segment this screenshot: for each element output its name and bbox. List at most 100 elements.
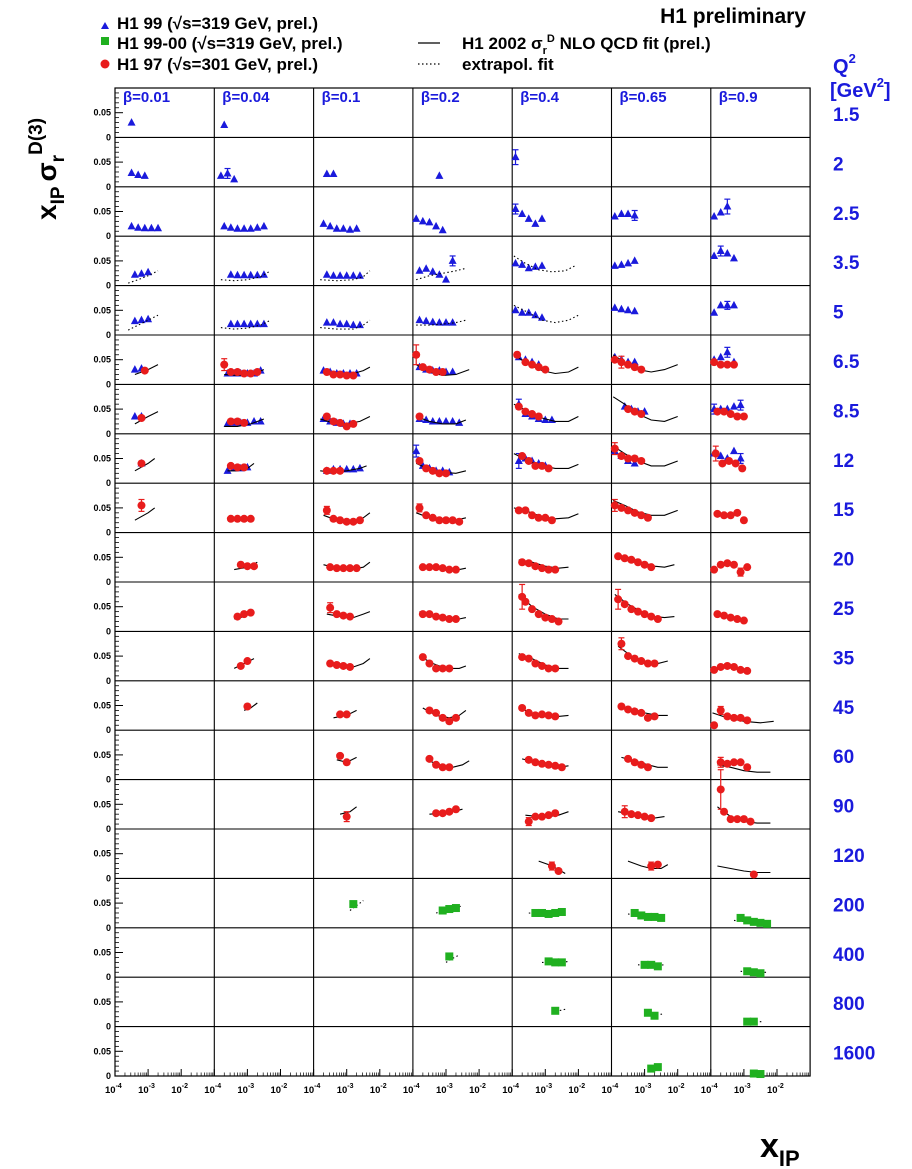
h1-97-point xyxy=(733,615,742,624)
h1-99-point xyxy=(448,416,457,425)
h1-97-point xyxy=(220,360,229,369)
h1-99-point xyxy=(140,171,149,179)
h1-97-point xyxy=(610,355,619,364)
h1-97-point xyxy=(743,666,752,675)
h1-97-point xyxy=(733,508,742,517)
h1-99-point xyxy=(630,256,639,264)
h1-9900-point xyxy=(445,952,454,961)
extrapolated-fit-curve xyxy=(128,270,159,284)
h1-97-point xyxy=(329,417,338,426)
q2-label: 45 xyxy=(833,698,855,719)
h1-99-point xyxy=(630,458,639,467)
h1-97-point xyxy=(624,705,633,714)
h1-9900-point xyxy=(557,907,566,916)
h1-97-point xyxy=(240,418,249,427)
h1-99-point xyxy=(630,357,639,366)
h1-97-point xyxy=(557,763,566,772)
h1-9900-point xyxy=(637,911,646,920)
legend-label-h1-9900: H1 99-00 (√s=319 GeV, prel.) xyxy=(117,34,343,53)
h1-99-point xyxy=(226,319,235,328)
y-tick-label: 0.05 xyxy=(93,948,111,958)
h1-97-point xyxy=(524,456,533,465)
x-tick-label: 10-2 xyxy=(171,1083,188,1096)
h1-97-point xyxy=(332,564,341,573)
x-tick-label: 10-4 xyxy=(204,1083,221,1096)
extrapolated-fit-curve xyxy=(743,1020,764,1023)
extrapolated-fit-curve xyxy=(220,270,271,282)
h1-97-point xyxy=(418,610,427,619)
h1-97-point xyxy=(637,760,646,769)
h1-97-point xyxy=(610,501,619,510)
h1-97-point xyxy=(637,708,646,717)
h1-97-point xyxy=(637,365,646,374)
h1-99-point xyxy=(610,211,619,220)
h1-99-point xyxy=(127,118,136,126)
y-tick-label: 0 xyxy=(106,528,111,538)
qcd-fit-curve xyxy=(134,458,156,472)
h1-97-point xyxy=(710,721,719,730)
h1-97-point xyxy=(743,716,752,725)
h1-99-point xyxy=(518,308,527,316)
extrapolated-fit-curve xyxy=(127,314,159,331)
h1-99-point xyxy=(127,168,136,176)
h1-99-point xyxy=(624,209,633,217)
qcd-fit-curve xyxy=(339,806,357,815)
h1-97-point xyxy=(726,410,735,419)
h1-97-point xyxy=(647,612,656,621)
q2-label: 1.5 xyxy=(833,105,860,126)
h1-9900-point xyxy=(544,909,553,918)
h1-99-point xyxy=(259,221,268,230)
h1-99-point xyxy=(630,306,639,315)
h1-99-point xyxy=(332,224,341,232)
beta-label: β=0.65 xyxy=(620,89,667,106)
h1-97-point xyxy=(544,711,553,720)
h1-9900-point xyxy=(756,1070,765,1079)
h1-99-point xyxy=(329,169,338,177)
h1-97-point xyxy=(435,516,444,525)
x-tick-label: 10-4 xyxy=(403,1083,420,1096)
h1-99-point xyxy=(422,316,431,325)
h1-97-point xyxy=(236,661,245,670)
h1-97-point xyxy=(713,610,722,619)
h1-97-point xyxy=(524,654,533,663)
h1-99-point xyxy=(322,318,331,326)
h1-97-point xyxy=(322,412,331,421)
h1-97-point xyxy=(425,659,434,668)
h1-97-point xyxy=(514,402,523,411)
qcd-fit-curve xyxy=(612,396,678,422)
extrapolated-fit-curve xyxy=(320,319,371,330)
h1-97-point xyxy=(329,466,338,475)
h1-9900-point xyxy=(743,1017,752,1026)
h1-97-point xyxy=(723,759,732,768)
h1-97-point xyxy=(716,360,725,369)
h1-99-point xyxy=(716,352,725,361)
h1-97-point xyxy=(137,413,146,422)
h1-97-point xyxy=(435,469,444,478)
h1-97-point xyxy=(233,514,242,523)
h1-9900-point xyxy=(650,1011,659,1020)
h1-99-point xyxy=(233,319,242,328)
x-tick-label: 10-4 xyxy=(701,1083,718,1096)
h1-97-point xyxy=(647,563,656,572)
h1-97-point xyxy=(729,713,738,722)
h1-99-point xyxy=(259,270,268,278)
h1-99-point xyxy=(438,225,447,234)
y-tick-label: 0.05 xyxy=(93,503,111,513)
h1-9900-point xyxy=(650,912,659,921)
h1-97-point xyxy=(739,412,748,421)
h1-99-point xyxy=(514,456,523,464)
h1-99-point xyxy=(352,224,361,232)
h1-97-point xyxy=(326,603,335,612)
h1-99-point xyxy=(716,207,725,216)
h1-99-point xyxy=(412,446,421,455)
h1-99-point xyxy=(723,248,732,257)
h1-97-point xyxy=(630,654,639,663)
y-tick-label: 0 xyxy=(106,972,111,982)
h1-99-point xyxy=(342,271,351,279)
h1-97-point xyxy=(723,661,732,670)
h1-99-point xyxy=(253,270,262,279)
h1-99-point xyxy=(624,305,633,314)
h1-9900-point xyxy=(743,967,752,976)
h1-97-point xyxy=(650,712,659,721)
h1-97-point xyxy=(329,370,338,379)
